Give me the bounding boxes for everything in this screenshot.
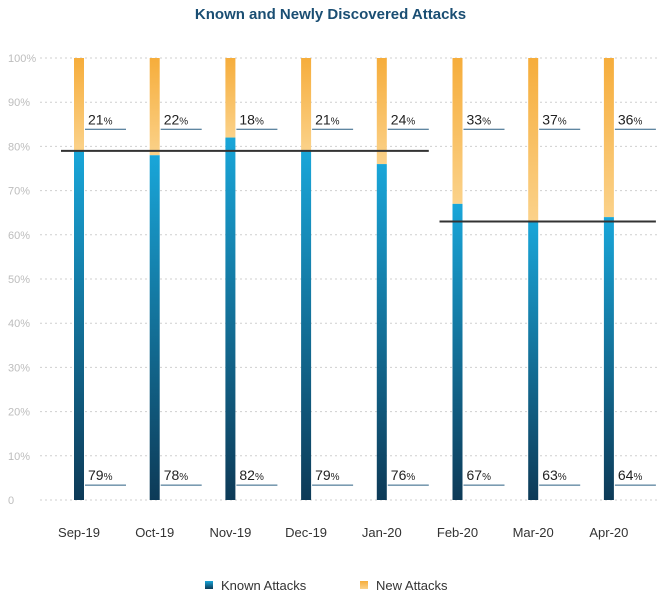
bar-known-attacks bbox=[603, 217, 614, 500]
y-tick-label: 0 bbox=[8, 495, 14, 507]
label-new-attacks: 18% bbox=[239, 111, 264, 127]
label-new-attacks: 24% bbox=[391, 111, 416, 127]
label-new-attacks: 21% bbox=[88, 111, 113, 127]
label-known-attacks: 64% bbox=[618, 467, 643, 483]
bar-new-attacks bbox=[452, 58, 463, 204]
legend-swatch bbox=[360, 581, 368, 589]
legend-label: New Attacks bbox=[376, 578, 448, 593]
y-tick-label: 100% bbox=[8, 53, 36, 65]
label-known-attacks: 63% bbox=[542, 467, 567, 483]
reference-lines bbox=[61, 149, 656, 223]
bar-known-attacks bbox=[74, 150, 84, 500]
category-label: Oct-19 bbox=[135, 525, 174, 540]
bar-new-attacks bbox=[225, 58, 236, 138]
label-new-attacks: 33% bbox=[467, 111, 492, 127]
data-labels: 21% 79% 22% 78% 18% 82% 21% 79% 24% 76% 33% 67% 37% 6… bbox=[85, 111, 656, 486]
y-tick-label: 50% bbox=[8, 274, 30, 286]
label-known-attacks: 79% bbox=[88, 467, 113, 483]
category-label: Sep-19 bbox=[58, 525, 100, 540]
label-known-attacks: 76% bbox=[391, 467, 416, 483]
label-known-attacks: 78% bbox=[164, 467, 189, 483]
bar-new-attacks bbox=[603, 58, 614, 218]
label-known-attacks: 79% bbox=[315, 467, 340, 483]
legend-label: Known Attacks bbox=[221, 578, 307, 593]
category-label: Dec-19 bbox=[285, 525, 327, 540]
label-new-attacks: 22% bbox=[164, 111, 189, 127]
label-new-attacks: 37% bbox=[542, 111, 567, 127]
y-tick-label: 60% bbox=[8, 230, 30, 242]
label-new-attacks: 36% bbox=[618, 111, 643, 127]
category-labels: Sep-19 Oct-19 Nov-19 Dec-19 Jan-20 Feb-20 Mar-… bbox=[58, 525, 628, 540]
legend: Known Attacks New Attacks bbox=[205, 578, 448, 593]
label-known-attacks: 67% bbox=[467, 467, 492, 483]
category-label: Apr-20 bbox=[589, 525, 628, 540]
bar-known-attacks bbox=[149, 155, 160, 501]
category-label: Jan-20 bbox=[362, 525, 402, 540]
grid-lines: 0 10% 20% 30% 40% 50% 60% 70% 80% 90% 100% bbox=[8, 53, 658, 507]
bar-new-attacks bbox=[528, 58, 539, 222]
bar-known-attacks bbox=[452, 203, 463, 501]
y-tick-label: 40% bbox=[8, 318, 30, 330]
bar-new-attacks bbox=[376, 58, 387, 165]
chart-title: Known and Newly Discovered Attacks bbox=[194, 6, 467, 23]
y-tick-label: 90% bbox=[8, 97, 30, 109]
category-label: Mar-20 bbox=[513, 525, 554, 540]
bar-new-attacks bbox=[301, 58, 312, 151]
y-tick-label: 70% bbox=[8, 186, 30, 198]
category-label: Nov-19 bbox=[209, 525, 251, 540]
legend-swatch bbox=[205, 581, 213, 589]
bar-known-attacks bbox=[528, 221, 539, 501]
y-tick-label: 30% bbox=[8, 362, 30, 374]
bar-known-attacks bbox=[225, 137, 236, 500]
bar-new-attacks bbox=[149, 58, 160, 156]
bar-new-attacks bbox=[74, 58, 84, 151]
y-tick-label: 10% bbox=[8, 451, 30, 463]
y-tick-label: 20% bbox=[8, 407, 30, 419]
y-tick-label: 80% bbox=[8, 141, 30, 153]
bar-known-attacks bbox=[376, 164, 387, 500]
bar-known-attacks bbox=[301, 150, 312, 500]
label-known-attacks: 82% bbox=[239, 467, 264, 483]
category-label: Feb-20 bbox=[437, 525, 478, 540]
bars bbox=[74, 58, 614, 501]
label-new-attacks: 21% bbox=[315, 111, 340, 127]
